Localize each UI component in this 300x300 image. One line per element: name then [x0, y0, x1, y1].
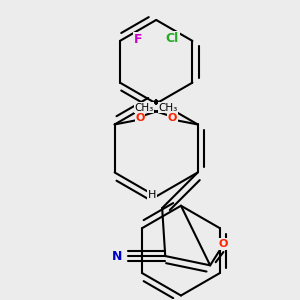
Text: O: O: [218, 239, 228, 249]
Text: O: O: [168, 112, 177, 123]
Text: O: O: [135, 112, 145, 123]
Text: CH₃: CH₃: [159, 103, 178, 113]
Text: Cl: Cl: [166, 32, 179, 45]
Text: N: N: [112, 250, 122, 262]
Text: H: H: [148, 190, 156, 200]
Text: CH₃: CH₃: [135, 103, 154, 113]
Text: F: F: [134, 33, 142, 46]
